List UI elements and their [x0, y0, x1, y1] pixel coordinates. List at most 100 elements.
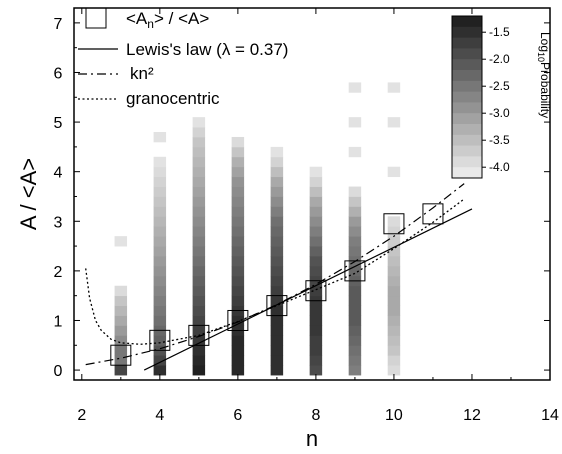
heatmap-cell [231, 315, 245, 326]
heatmap-cell [231, 355, 245, 366]
x-tick-label: 12 [463, 407, 481, 424]
heatmap-cell [348, 355, 362, 366]
heatmap-cell [192, 226, 206, 237]
heatmap-cell [114, 345, 128, 356]
heatmap-cell [348, 265, 362, 277]
heatmap-cell [192, 216, 206, 227]
heatmap-cell [153, 275, 167, 287]
heatmap-cell [153, 315, 167, 326]
heatmap-cell [231, 146, 245, 158]
heatmap-cell [270, 206, 284, 217]
heatmap-cell [231, 226, 245, 237]
y-tick-label: 0 [54, 363, 63, 380]
heatmap-cell [387, 365, 401, 376]
y-tick-label: 5 [54, 115, 63, 132]
heatmap-cell [231, 216, 245, 227]
colorbar: -1.5 -2.0 -2.5 -3.0 -3.5 -4.0 Log10Probabilit… [451, 15, 552, 179]
x-tick-label: 4 [155, 407, 164, 424]
heatmap-cell [348, 186, 362, 197]
y-tick-label: 7 [54, 16, 63, 33]
heatmap-cell [153, 295, 167, 306]
heatmap-cell [270, 305, 284, 316]
heatmap-cell [270, 186, 284, 197]
heatmap-cell [348, 117, 362, 128]
heatmap-cell [153, 166, 167, 178]
heatmap-cell [270, 335, 284, 346]
heatmap-cell [309, 226, 323, 237]
heatmap-cell [231, 156, 245, 168]
y-tick-label: 3 [54, 214, 63, 231]
heatmap-cell [153, 226, 167, 237]
heatmap-cell [309, 166, 323, 178]
heatmap-cell [348, 325, 362, 336]
heatmap-cell [192, 365, 206, 376]
heatmap-cell [114, 365, 128, 376]
heatmap-cell [192, 246, 206, 257]
heatmap-cell [348, 246, 362, 257]
heatmap-cell [153, 196, 167, 207]
x-tick-label: 10 [385, 407, 403, 424]
heatmap-cell [348, 315, 362, 326]
heatmap-cell [192, 265, 206, 277]
x-tick-label: 8 [311, 407, 320, 424]
heatmap-cell [192, 176, 206, 187]
heatmap-cell [231, 246, 245, 257]
x-tick-label: 14 [541, 407, 559, 424]
heatmap-cell [309, 305, 323, 316]
colorbar-tick-label: -3.5 [489, 133, 510, 147]
heatmap-cell [192, 295, 206, 306]
colorbar-step [452, 48, 482, 60]
heatmap-cell [153, 206, 167, 217]
x-tick-label: 2 [77, 407, 86, 424]
heatmap-cell [309, 315, 323, 326]
x-axis-ticks: 2 4 6 8 10 12 14 [77, 8, 559, 424]
heatmap-cell [309, 206, 323, 217]
heatmap-cell [309, 246, 323, 257]
y-tick-label: 6 [54, 65, 63, 82]
heatmap-cell [270, 325, 284, 336]
colorbar-step [452, 16, 482, 28]
heatmap-cell [387, 315, 401, 326]
mean-area-marker [305, 280, 327, 302]
heatmap-cell [270, 216, 284, 227]
heatmap-cell [309, 236, 323, 247]
mean-area-marker [227, 309, 249, 331]
heatmap-cell [348, 345, 362, 356]
heatmap-cell [309, 335, 323, 346]
heatmap-cell [153, 246, 167, 257]
heatmap-cell [348, 236, 362, 247]
colorbar-title: Log10Probability [536, 32, 552, 118]
heatmap-cell [270, 295, 284, 306]
mean-area-marker [344, 260, 366, 282]
heatmap-cell [231, 206, 245, 217]
heatmap-cell [153, 365, 167, 376]
colorbar-step [452, 156, 482, 168]
heatmap-cell [348, 146, 362, 158]
legend-label-granocentric: granocentric [126, 89, 220, 108]
heatmap-cell [387, 82, 401, 93]
colorbar-step [452, 26, 482, 39]
heatmap-cell [270, 196, 284, 207]
heatmap-cell [192, 196, 206, 207]
colorbar-tick-label: -2.0 [489, 52, 510, 66]
heatmap-cell [270, 275, 284, 287]
heatmap-cell [153, 335, 167, 346]
heatmap-cell [270, 236, 284, 247]
heatmap-cell [387, 325, 401, 336]
heatmap-cell [114, 305, 128, 316]
heatmap-cell [270, 365, 284, 376]
legend-marker-square [85, 7, 107, 29]
legend: <An> / <A> Lewis's law (λ = 0.37) kn² gr… [78, 7, 288, 108]
heatmap-cell [231, 136, 245, 148]
colorbar-tick-label: -2.5 [489, 79, 510, 93]
colorbar-step [452, 124, 482, 136]
y-tick-label: 2 [54, 264, 63, 281]
heatmap-cell [387, 117, 401, 128]
heatmap-cell [387, 345, 401, 356]
heatmap-cell [387, 335, 401, 346]
series-line-solid [143, 208, 473, 371]
heatmap-cell [231, 365, 245, 376]
heatmap-cell [153, 176, 167, 187]
heatmap-cell [309, 196, 323, 207]
